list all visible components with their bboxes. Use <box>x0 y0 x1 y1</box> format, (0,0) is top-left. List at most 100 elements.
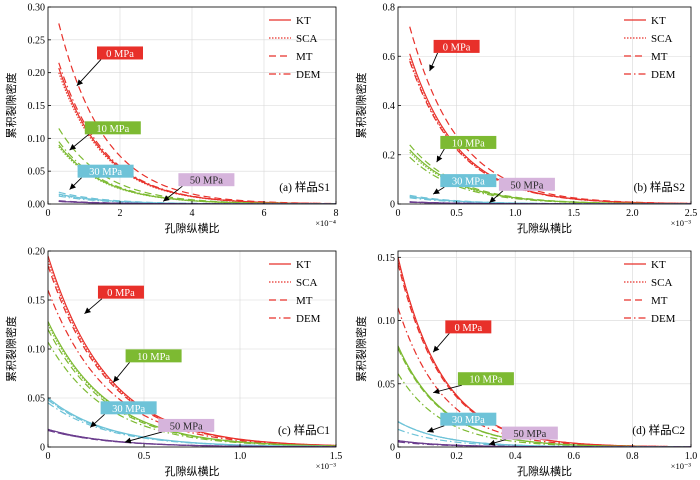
legend-label-sca: SCA <box>296 277 317 289</box>
x-tick-label: 0.5 <box>138 451 151 462</box>
y-tick-label: 0 <box>390 200 395 211</box>
annotation-label: 0 MPa <box>106 49 134 60</box>
y-axis-label: 累积裂隙密度 <box>4 73 18 139</box>
y-tick-label: 0 <box>390 443 395 454</box>
y-axis-label: 累积裂隙密度 <box>354 73 368 139</box>
annotation-label: 0 MPa <box>107 288 135 299</box>
x-tick-label: 0 <box>396 208 401 219</box>
annotation-label: 10 MPa <box>452 138 485 149</box>
annotation-label: 10 MPa <box>137 352 170 363</box>
annotation-box <box>457 372 514 386</box>
annotation-arrow-head <box>124 437 132 444</box>
legend-label-kt: KT <box>296 15 311 27</box>
y-tick-label: 0.05 <box>28 394 46 405</box>
panel-1: 0 2 4 6 8 0.00 0.05 0.10 0.15 0.20 0.25 0.30 ×10⁻⁴ 孔隙… <box>4 3 339 236</box>
panel-label: (b) 样品S2 <box>634 180 686 194</box>
annotation-arrow-head <box>113 375 120 383</box>
annotation-arrow-head <box>163 195 170 202</box>
annotation-box <box>445 320 492 334</box>
y-tick-label: 0.20 <box>28 68 46 79</box>
x-tick-label: 2.5 <box>685 208 698 219</box>
annotation-arrow-head <box>429 64 435 72</box>
series-line-50mpa-dem <box>58 200 336 204</box>
x-tick-label: 2.0 <box>626 208 639 219</box>
legend-label-kt: KT <box>296 259 311 271</box>
legend-label-mt: MT <box>651 51 668 63</box>
x-tick-label: 1.5 <box>330 451 343 462</box>
annotation-arrow-head <box>489 196 496 203</box>
series-line-10mpa-dem <box>48 341 336 447</box>
legend-label-mt: MT <box>296 295 313 307</box>
y-axis-label: 累积裂隙密度 <box>4 316 18 382</box>
annotation-arrow-head <box>90 421 97 428</box>
panel-3: 0 0.5 1.0 1.5 0 0.05 0.10 0.15 0.20 ×10⁻³ 孔隙纵横比 累积裂… <box>4 247 342 479</box>
annotation-arrow-head <box>69 183 76 190</box>
series-line-0mpa-dem <box>58 62 336 204</box>
x-tick-label: 1.5 <box>568 208 581 219</box>
y-tick-label: 0.8 <box>383 3 396 14</box>
annotation-box <box>100 401 157 415</box>
series-line-10mpa-sca <box>398 346 691 447</box>
pressure-annotation: 50 MPa <box>124 418 215 444</box>
x-tick-label: 1.0 <box>234 451 247 462</box>
annotation-label: 10 MPa <box>469 375 502 386</box>
y-tick-label: 0.10 <box>28 134 46 145</box>
pressure-annotation: 10 MPa <box>112 349 182 383</box>
y-tick-label: 0.05 <box>28 167 46 178</box>
annotation-box <box>440 174 497 188</box>
x-tick-label: 1.0 <box>509 208 522 219</box>
annotation-box <box>125 349 182 363</box>
x-tick-label: 0.5 <box>450 208 463 219</box>
legend: KT SCA MT DEM <box>624 259 676 325</box>
annotation-box <box>84 121 141 135</box>
x-tick-label: 2 <box>118 208 123 219</box>
x-axis-label: 孔隙纵横比 <box>517 221 572 235</box>
pressure-annotation: 0 MPa <box>432 320 492 353</box>
x-tick-label: 8 <box>334 208 339 219</box>
legend-label-dem: DEM <box>651 313 676 325</box>
x-axis-label: 孔隙纵横比 <box>517 464 572 478</box>
series-line-0mpa-mt <box>48 265 336 447</box>
annotation-arrow-head <box>84 307 91 314</box>
series-line-10mpa-dem <box>398 373 691 447</box>
x-tick-label: 4 <box>190 208 195 219</box>
annotation-label: 30 MPa <box>112 404 145 415</box>
x-exponent-label: ×10⁻³ <box>671 218 692 228</box>
x-tick-label: 0 <box>396 451 401 462</box>
annotation-arrow-head <box>433 345 440 353</box>
annotation-arrow-head <box>433 388 440 395</box>
series-line-0mpa-dem <box>409 60 691 204</box>
y-tick-label: 0.15 <box>378 253 396 264</box>
legend-label-kt: KT <box>651 259 666 271</box>
annotation-label: 50 MPa <box>513 429 546 440</box>
series-line-10mpa-dem <box>409 156 691 204</box>
x-tick-label: 6 <box>262 208 267 219</box>
panel-4: 0 0.2 0.4 0.6 0.8 1.0 0 0.05 0.10 0.15 ×10⁻³ 孔隙纵横比 累… <box>354 250 697 478</box>
x-tick-label: 0 <box>46 451 51 462</box>
x-tick-label: 0.2 <box>450 451 463 462</box>
annotation-box <box>178 173 235 187</box>
x-exponent-label: ×10⁻³ <box>316 461 337 471</box>
pressure-annotation: 50 MPa <box>489 177 555 204</box>
panel-label: (c) 样品C1 <box>278 423 330 437</box>
y-tick-label: 0 <box>40 443 45 454</box>
pressure-annotation: 0 MPa <box>429 39 480 72</box>
series-group <box>48 255 336 447</box>
annotation-label: 50 MPa <box>510 180 543 191</box>
panel-label: (d) 样品C2 <box>632 423 685 437</box>
axes-frame <box>397 250 692 448</box>
legend-label-sca: SCA <box>296 33 317 45</box>
y-tick-label: 0.00 <box>28 200 46 211</box>
pressure-annotation: 30 MPa <box>427 412 497 433</box>
annotation-arrow-head <box>76 79 84 86</box>
pressure-annotation: 30 MPa <box>89 401 157 428</box>
pressure-annotation: 10 MPa <box>433 372 514 395</box>
annotation-label: 0 MPa <box>454 323 482 334</box>
x-exponent-label: ×10⁻³ <box>671 461 692 471</box>
series-line-0mpa-kt <box>48 255 336 447</box>
x-exponent-label: ×10⁻⁴ <box>315 218 336 228</box>
y-tick-label: 0.25 <box>28 35 46 46</box>
y-tick-label: 0.15 <box>28 101 46 112</box>
pressure-annotation: 50 MPa <box>488 426 558 446</box>
